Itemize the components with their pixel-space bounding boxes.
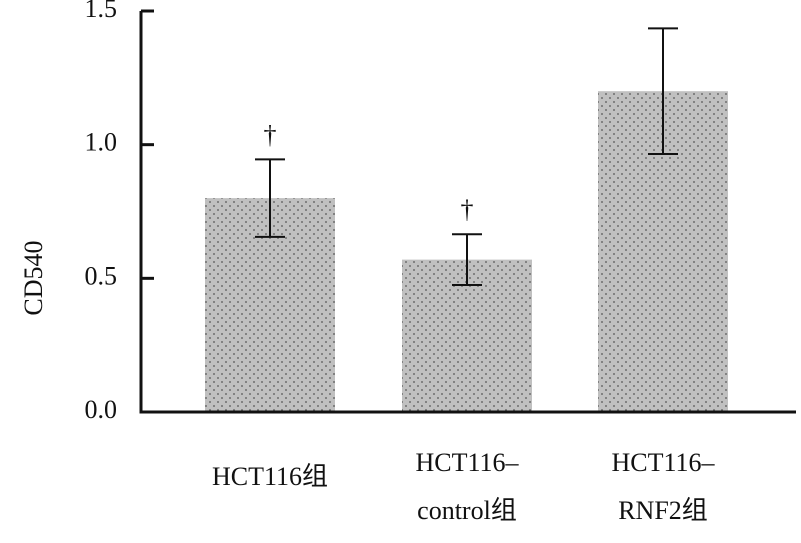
y-axis-label: CD540 (19, 240, 48, 315)
y-tick-label: 0.5 (85, 261, 118, 290)
y-axis-ticks: 0.0 0.5 1.0 1.5 (85, 0, 154, 424)
y-tick-label: 1.5 (85, 0, 118, 23)
x-category-label: HCT116组 (212, 462, 328, 491)
x-category-label: HCT116– (611, 448, 715, 477)
y-tick-label: 0.0 (85, 395, 118, 424)
x-category-label: control组 (417, 496, 517, 525)
error-bars-group (255, 27, 678, 287)
x-category-label: RNF2组 (618, 496, 708, 525)
significance-mark: † (461, 195, 474, 224)
y-tick-label: 1.0 (85, 128, 118, 157)
x-category-label: HCT116– (415, 448, 519, 477)
x-axis-labels: HCT116组 HCT116– control组 HCT116– RNF2组 (212, 448, 716, 525)
significance-marks-group: †† (264, 120, 474, 224)
significance-mark: † (264, 120, 277, 149)
